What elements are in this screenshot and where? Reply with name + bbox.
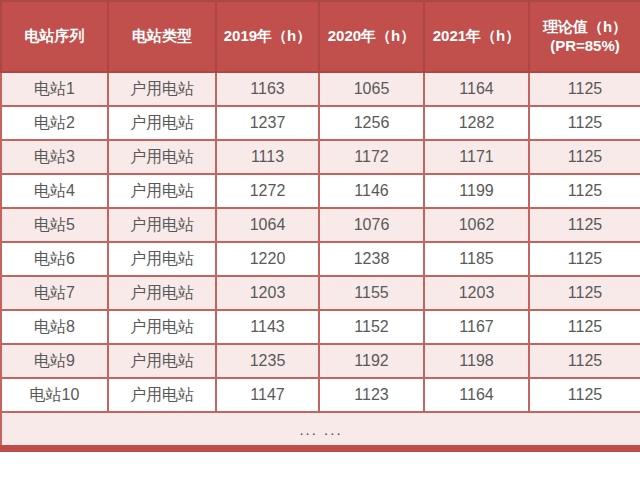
table-footer: ... ...: [1, 412, 640, 446]
table-cell: 1125: [529, 208, 640, 242]
table-cell: 1146: [319, 174, 424, 208]
table-cell: 电站4: [1, 174, 108, 208]
table-cell: 1113: [216, 140, 319, 174]
table-cell: 电站9: [1, 344, 108, 378]
table-cell: 电站10: [1, 378, 108, 412]
table-cell: 1155: [319, 276, 424, 310]
table-cell: 1272: [216, 174, 319, 208]
table-cell: 1076: [319, 208, 424, 242]
table-cell: 1125: [529, 106, 640, 140]
table-cell: 1192: [319, 344, 424, 378]
table-cell: 1167: [424, 310, 529, 344]
header-2021-hours: 2021年（h）: [424, 1, 529, 72]
table-row: 电站9户用电站1235119211981125: [1, 344, 640, 378]
table-row: 电站4户用电站1272114611991125: [1, 174, 640, 208]
table-cell: 1220: [216, 242, 319, 276]
table-cell: 1064: [216, 208, 319, 242]
ellipsis-row: ... ...: [1, 412, 640, 446]
table-cell: 电站7: [1, 276, 108, 310]
table-cell: 1152: [319, 310, 424, 344]
table-cell: 1235: [216, 344, 319, 378]
table-cell: 电站5: [1, 208, 108, 242]
table-cell: 1062: [424, 208, 529, 242]
table-cell: 户用电站: [108, 140, 216, 174]
header-2019-hours: 2019年（h）: [216, 1, 319, 72]
table-cell: 1172: [319, 140, 424, 174]
table-cell: 1198: [424, 344, 529, 378]
table-row: 电站5户用电站1064107610621125: [1, 208, 640, 242]
table-cell: 户用电站: [108, 208, 216, 242]
table-cell: 户用电站: [108, 378, 216, 412]
table-row: 电站10户用电站1147112311641125: [1, 378, 640, 412]
table-cell: 1123: [319, 378, 424, 412]
table-cell: 1125: [529, 174, 640, 208]
table-cell: 1203: [216, 276, 319, 310]
table-cell: 电站6: [1, 242, 108, 276]
table-row: 电站3户用电站1113117211711125: [1, 140, 640, 174]
table-cell: 电站1: [1, 72, 108, 106]
table-cell: 户用电站: [108, 72, 216, 106]
table-header: 电站序列 电站类型 2019年（h） 2020年（h） 2021年（h） 理论值…: [1, 1, 640, 72]
table-cell: 1203: [424, 276, 529, 310]
table-cell: 户用电站: [108, 276, 216, 310]
table-cell: 1164: [424, 72, 529, 106]
header-station-id: 电站序列: [1, 1, 108, 72]
table-cell: 1164: [424, 378, 529, 412]
table-body: 电站1户用电站1163106511641125电站2户用电站1237125612…: [1, 72, 640, 412]
table-cell: 1125: [529, 378, 640, 412]
table-cell: 1185: [424, 242, 529, 276]
table-cell: 1282: [424, 106, 529, 140]
table-cell: 1199: [424, 174, 529, 208]
table-cell: 电站3: [1, 140, 108, 174]
table-cell: 1065: [319, 72, 424, 106]
table-cell: 1125: [529, 72, 640, 106]
table-cell: 户用电站: [108, 344, 216, 378]
table-cell: 1125: [529, 344, 640, 378]
table-bottom-border: [0, 445, 640, 452]
table-cell: 1147: [216, 378, 319, 412]
table-cell: 1238: [319, 242, 424, 276]
header-row: 电站序列 电站类型 2019年（h） 2020年（h） 2021年（h） 理论值…: [1, 1, 640, 72]
table-cell: 1171: [424, 140, 529, 174]
table-cell: 1125: [529, 276, 640, 310]
table-cell: 1256: [319, 106, 424, 140]
table-cell: 户用电站: [108, 310, 216, 344]
table-cell: 1125: [529, 140, 640, 174]
header-theoretical-value: 理论值（h） (PR=85%): [529, 1, 640, 72]
header-station-type: 电站类型: [108, 1, 216, 72]
table-cell: 1125: [529, 242, 640, 276]
table-cell: 户用电站: [108, 174, 216, 208]
table-cell: 1237: [216, 106, 319, 140]
table-cell: 电站2: [1, 106, 108, 140]
table-cell: 1125: [529, 310, 640, 344]
ellipsis-label: ... ...: [1, 412, 640, 446]
table-row: 电站2户用电站1237125612821125: [1, 106, 640, 140]
table-cell: 电站8: [1, 310, 108, 344]
table-row: 电站1户用电站1163106511641125: [1, 72, 640, 106]
table-cell: 户用电站: [108, 106, 216, 140]
table-page: 电站序列 电站类型 2019年（h） 2020年（h） 2021年（h） 理论值…: [0, 0, 640, 483]
table-row: 电站7户用电站1203115512031125: [1, 276, 640, 310]
table-cell: 1163: [216, 72, 319, 106]
table-row: 电站6户用电站1220123811851125: [1, 242, 640, 276]
header-2020-hours: 2020年（h）: [319, 1, 424, 72]
table-cell: 户用电站: [108, 242, 216, 276]
table-cell: 1143: [216, 310, 319, 344]
pv-station-hours-table: 电站序列 电站类型 2019年（h） 2020年（h） 2021年（h） 理论值…: [0, 0, 640, 447]
table-row: 电站8户用电站1143115211671125: [1, 310, 640, 344]
